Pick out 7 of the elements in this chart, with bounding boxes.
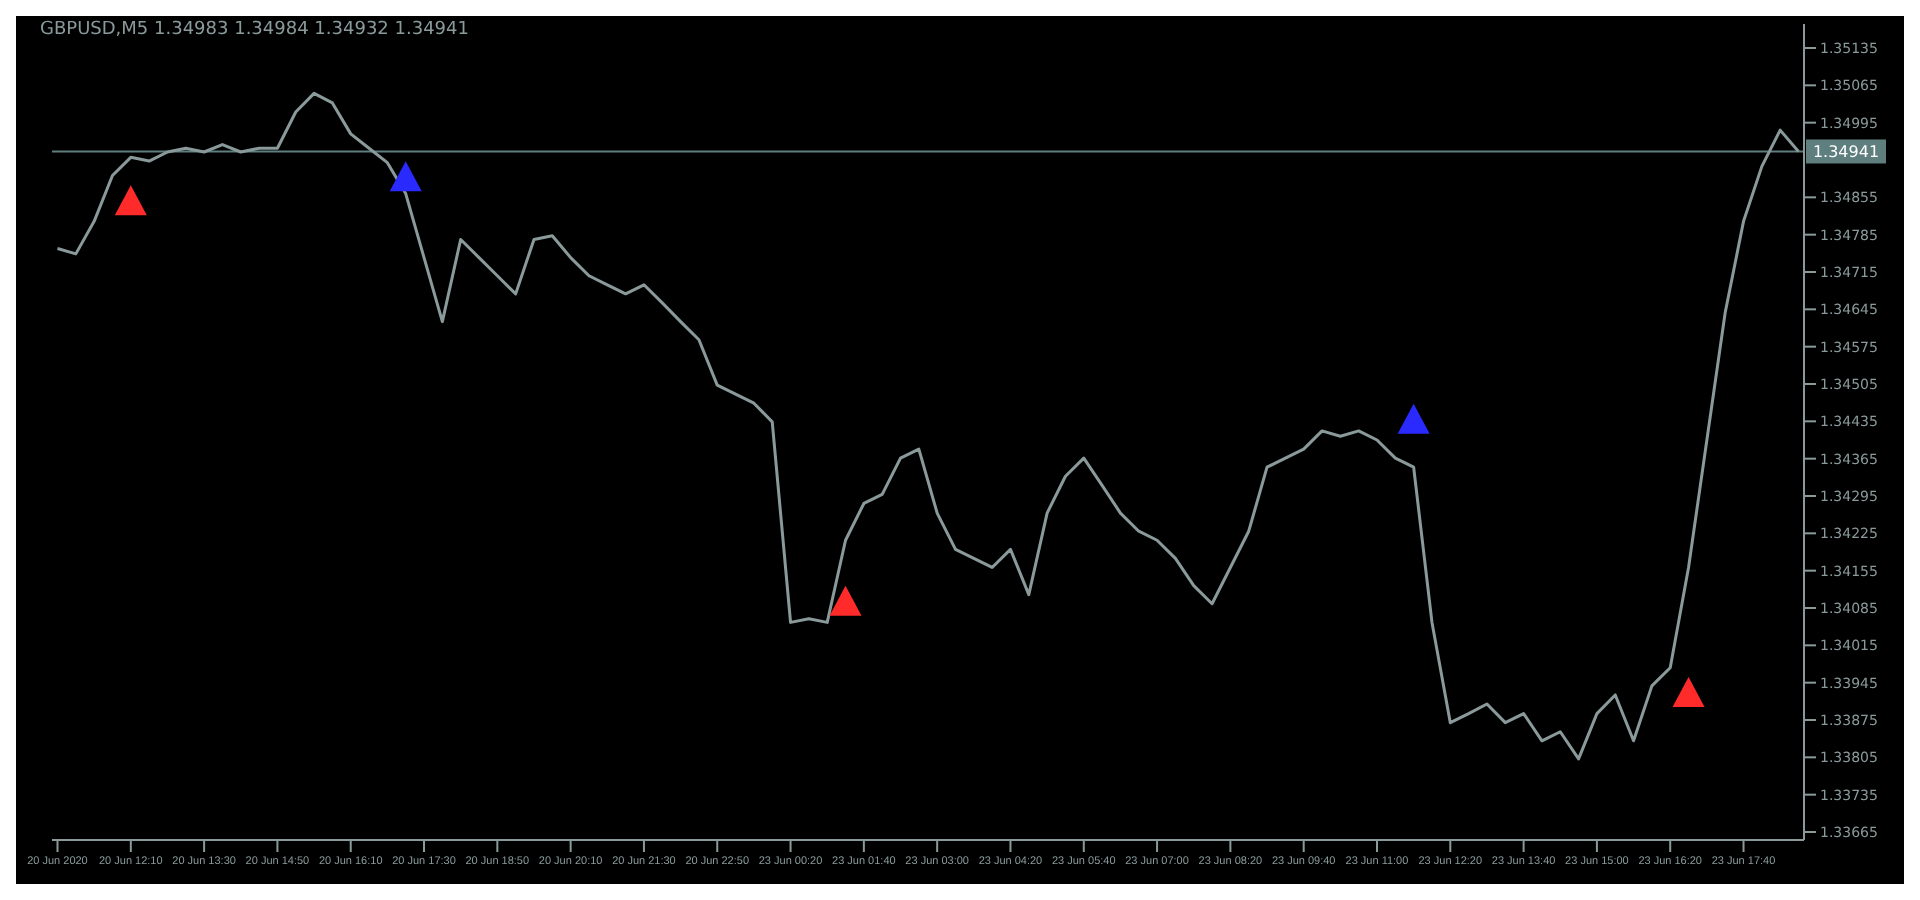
point xyxy=(114,185,147,216)
point xyxy=(389,161,422,192)
point xyxy=(1672,676,1705,707)
point xyxy=(1397,403,1430,434)
point xyxy=(829,585,862,616)
chart-title: GBPUSD,M5 1.34983 1.34984 1.34932 1.34941 xyxy=(40,20,469,40)
ref-line-label: 1.34941 xyxy=(1812,143,1880,162)
